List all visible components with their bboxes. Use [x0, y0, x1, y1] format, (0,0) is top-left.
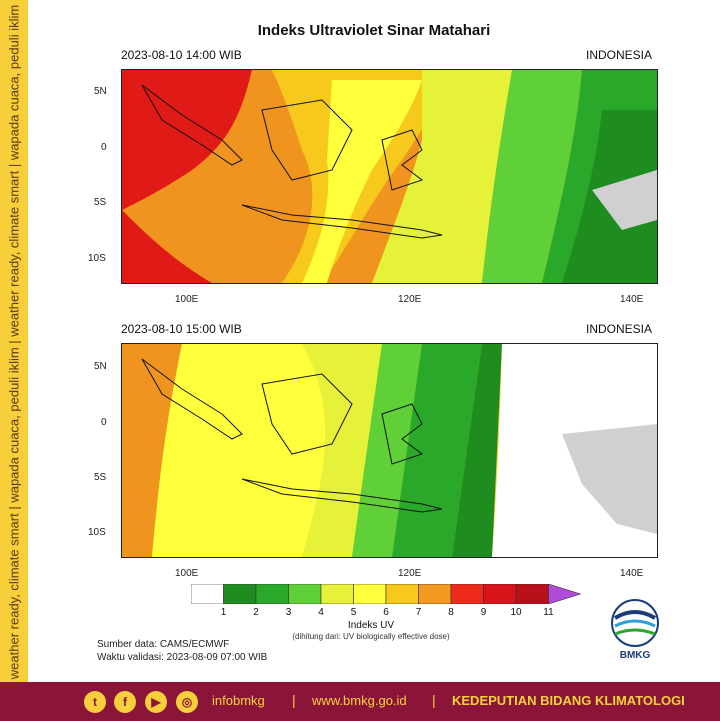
p1-lon-tick-100e: 100E [175, 294, 199, 305]
footer-handle[interactable]: infobmkg [212, 693, 265, 708]
side-slogan: weather ready, climate smart | wapada cu… [6, 4, 22, 680]
p1-lon-tick-140e: 140E [620, 294, 644, 305]
legend-tick: 2 [253, 607, 259, 618]
footer: t f ▶ ◎ infobmkg | www.bmkg.go.id | KEDE… [0, 682, 720, 721]
footer-sep-2: | [432, 692, 436, 708]
legend-swatch [483, 583, 517, 605]
p2-lon-tick-100e: 100E [175, 568, 199, 579]
legend-swatch [353, 583, 387, 605]
footer-department: KEDEPUTIAN BIDANG KLIMATOLOGI [452, 693, 685, 708]
p2-lat-tick-5s: 5S [94, 472, 107, 483]
p2-lat-tick-10s: 10S [88, 527, 106, 538]
legend-tick: 3 [285, 607, 292, 618]
legend-swatch [223, 583, 257, 605]
p1-lat-tick-5n: 5N [94, 86, 107, 97]
bmkg-logo [611, 599, 659, 647]
uv-legend-bar [190, 583, 583, 605]
legend-swatch [255, 583, 289, 605]
page-title: Indeks Ultraviolet Sinar Matahari [257, 22, 491, 39]
legend-tick: 10 [510, 607, 522, 618]
legend-swatch [385, 583, 419, 605]
bmkg-logo-text: BMKG [619, 650, 651, 661]
validity-line: Waktu validasi: 2023-08-09 07:00 WIB [97, 652, 268, 663]
source-line: Sumber data: CAMS/ECMWF [97, 639, 230, 650]
legend-tick: 9 [480, 607, 487, 618]
legend-tick: 7 [415, 607, 422, 618]
legend-tick: 1 [220, 607, 227, 618]
p2-lat-tick-0: 0 [101, 417, 107, 428]
p1-lat-tick-10s: 10S [88, 253, 106, 264]
youtube-icon[interactable]: ▶ [145, 691, 167, 713]
panel2-region-label: INDONESIA [586, 322, 653, 336]
legend-title: Indeks UV [347, 620, 395, 631]
instagram-icon[interactable]: ◎ [176, 691, 198, 713]
legend-tick: 6 [383, 607, 389, 618]
side-band [0, 0, 28, 682]
legend-swatch [450, 583, 484, 605]
panel2-time-label: 2023-08-10 15:00 WIB [121, 322, 242, 336]
legend-swatch [515, 583, 549, 605]
legend-tick: 11 [543, 607, 554, 618]
facebook-icon[interactable]: f [114, 691, 136, 713]
twitter-icon[interactable]: t [84, 691, 106, 713]
p2-lon-tick-120e: 120E [398, 568, 422, 579]
p1-lon-tick-120e: 120E [398, 294, 422, 305]
footer-website[interactable]: www.bmkg.go.id [312, 693, 407, 708]
legend-tick: 8 [448, 607, 454, 618]
uv-map-1400 [121, 69, 658, 284]
legend-tick: 5 [350, 607, 357, 618]
legend-subtitle: (dihitung dari: UV biologically effectiv… [292, 632, 450, 641]
p1-lat-tick-5s: 5S [94, 197, 107, 208]
p1-lat-tick-0: 0 [101, 142, 107, 153]
panel1-region-label: INDONESIA [586, 48, 653, 62]
legend-swatch [190, 583, 224, 605]
legend-tick: 4 [318, 607, 324, 618]
legend-arrow [548, 583, 582, 605]
p2-lon-tick-140e: 140E [620, 568, 644, 579]
p2-lat-tick-5n: 5N [94, 361, 107, 372]
legend-swatch [320, 583, 354, 605]
panel1-time-label: 2023-08-10 14:00 WIB [121, 48, 242, 62]
legend-swatch [418, 583, 452, 605]
legend-swatch [288, 583, 322, 605]
footer-sep-1: | [292, 692, 296, 708]
uv-map-1500 [121, 343, 658, 558]
